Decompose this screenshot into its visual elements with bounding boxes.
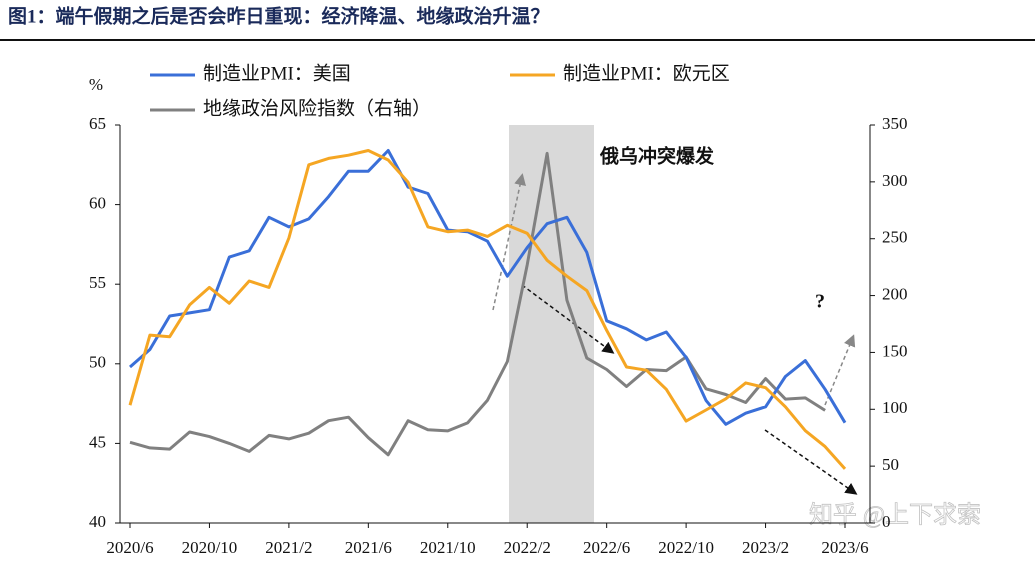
x-tick-label: 2020/10 [182, 538, 238, 557]
series-line [129, 151, 826, 457]
legend-label: 制造业PMI：欧元区 [563, 62, 730, 84]
y2-tick-label: 50 [882, 455, 899, 474]
series-line [129, 149, 847, 426]
x-tick-label: 2022/2 [504, 538, 551, 557]
y-tick-label: 55 [89, 273, 106, 292]
y-tick-label: 50 [89, 353, 106, 372]
y2-tick-label: 350 [882, 114, 908, 133]
x-tick-label: 2022/6 [583, 538, 630, 557]
annotation: 俄乌冲突爆发 [599, 144, 715, 167]
legend-label: 地缘政治风险指数（右轴） [203, 97, 431, 119]
x-tick-label: 2023/6 [821, 538, 868, 557]
chart-title: 图1：端午假期之后是否会昨日重现：经济降温、地缘政治升温？ [8, 4, 550, 27]
y-tick-label: 60 [89, 194, 106, 213]
x-tick-label: 2021/6 [345, 538, 392, 557]
y2-tick-label: 300 [882, 171, 908, 190]
y-axis-label: % [89, 75, 103, 94]
annotation: ? [815, 291, 825, 313]
y2-tick-label: 0 [882, 512, 891, 531]
x-tick-label: 2021/10 [420, 538, 476, 557]
y-tick-label: 45 [89, 432, 106, 451]
x-tick-label: 2020/6 [106, 538, 153, 557]
y-tick-label: 65 [89, 114, 106, 133]
y2-tick-label: 250 [882, 228, 908, 247]
watermark: 知乎 @上下求索 [809, 502, 981, 529]
x-tick-label: 2022/10 [658, 538, 714, 557]
x-tick-label: 2023/2 [742, 538, 789, 557]
arrows [492, 173, 858, 495]
legend-label: 制造业PMI：美国 [203, 62, 351, 84]
y2-tick-label: 100 [882, 398, 908, 417]
x-tick-label: 2021/2 [265, 538, 312, 557]
y2-tick-label: 200 [882, 284, 908, 303]
y-tick-label: 40 [89, 512, 106, 531]
series-line [128, 149, 847, 470]
y2-tick-label: 150 [882, 341, 908, 360]
